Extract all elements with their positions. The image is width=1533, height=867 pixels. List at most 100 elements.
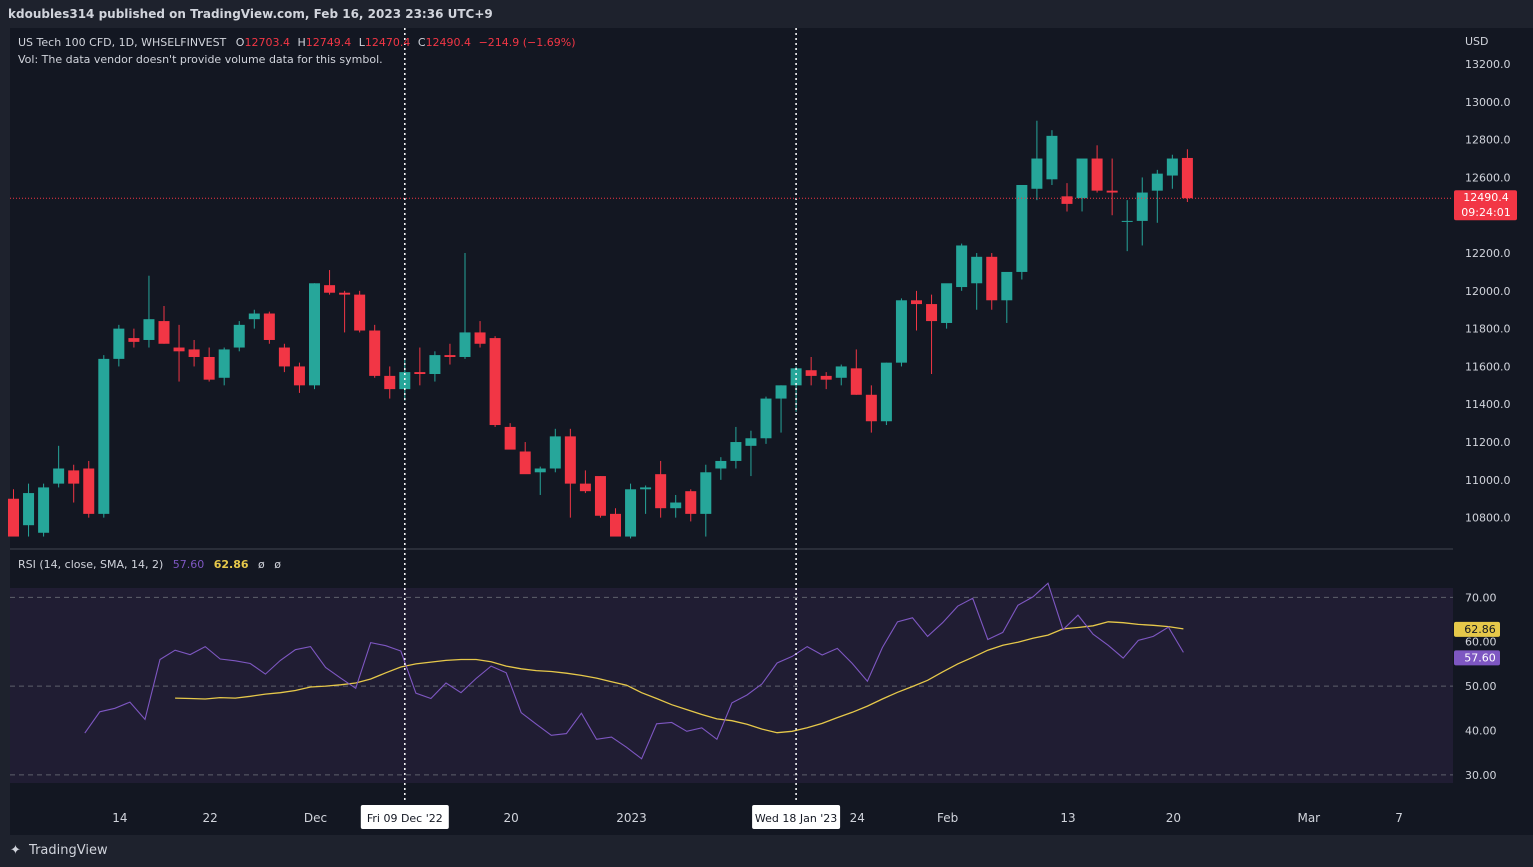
rsi-tick-label: 50.00	[1465, 680, 1497, 693]
candle-down	[263, 313, 275, 340]
candle-up	[143, 319, 155, 340]
candle-down	[594, 476, 606, 516]
rsi-tick-label: 30.00	[1465, 769, 1497, 782]
candle-up	[1031, 158, 1043, 189]
candle-up	[549, 436, 561, 469]
time-tick-label: 24	[850, 811, 865, 825]
rsi-band	[10, 588, 1453, 783]
candle-down	[158, 321, 170, 344]
crosshair-date-tag	[360, 805, 449, 829]
brand-name: TradingView	[29, 843, 108, 858]
candle-up	[956, 245, 968, 288]
price-tick-label: 12600.0	[1465, 171, 1511, 184]
candle-down	[8, 498, 19, 537]
candle-up	[1046, 135, 1058, 180]
crosshair-lines: Fri 09 Dec '22 Wed 18 Jan '23	[360, 28, 841, 829]
candle-up	[218, 349, 230, 378]
candle-down	[685, 491, 697, 514]
currency-label: USD	[1465, 35, 1489, 48]
publish-header: kdoubles314 published on TradingView.com…	[0, 0, 1533, 28]
sma-value-label: 62.86	[1464, 623, 1496, 636]
candle-down	[519, 451, 531, 475]
time-tick-label: 20	[1166, 811, 1181, 825]
rsi-value-tag	[1454, 650, 1500, 666]
candle-down	[926, 304, 938, 322]
time-tick-label: 13	[1060, 811, 1075, 825]
candle-up	[1121, 220, 1133, 222]
sma-value-tag	[1454, 621, 1500, 637]
last-price-tag	[1454, 190, 1517, 221]
candle-down	[1091, 158, 1103, 191]
price-tick-label: 12800.0	[1465, 134, 1511, 147]
time-tick-label: Dec	[304, 811, 327, 825]
rsi-line	[84, 582, 1184, 760]
candle-up	[1136, 192, 1148, 221]
candle-up	[745, 438, 757, 446]
candle-down	[1061, 196, 1073, 204]
candle-up	[309, 283, 320, 386]
price-tick-label: 12200.0	[1465, 247, 1511, 260]
candle-down	[354, 294, 366, 331]
time-tick-label: Feb	[937, 811, 958, 825]
candle-up	[233, 324, 245, 348]
candle-down	[339, 292, 351, 295]
candle-up	[459, 332, 471, 357]
sma-line	[175, 621, 1184, 734]
candle-up	[1151, 173, 1163, 191]
time-tick-label: Mar	[1297, 811, 1320, 825]
candle-up	[23, 493, 35, 526]
candle-down	[820, 375, 832, 380]
candle-down	[414, 372, 426, 374]
price-tick-label: 12000.0	[1465, 285, 1511, 298]
brand-footer[interactable]: ✦ TradingView	[0, 835, 1533, 867]
candle-down	[444, 355, 456, 357]
price-tick-label: 11200.0	[1465, 436, 1511, 449]
candle-down	[173, 347, 185, 352]
candle-up	[670, 502, 682, 509]
candle-up	[53, 468, 65, 484]
price-tick-label: 13200.0	[1465, 58, 1511, 71]
candle-up	[835, 366, 847, 378]
candle-down	[911, 300, 922, 305]
candle-up	[715, 460, 727, 469]
candle-up	[98, 358, 110, 514]
candle-up	[895, 300, 907, 363]
candle-down	[83, 468, 95, 514]
rsi-series	[84, 582, 1184, 760]
candle-down	[865, 394, 877, 422]
candle-down	[986, 256, 998, 301]
candle-up	[399, 372, 411, 390]
rsi-tick-label: 70.00	[1465, 591, 1497, 604]
candle-down	[68, 470, 80, 484]
candle-down	[564, 436, 576, 484]
candle-up	[760, 398, 772, 439]
candle-up	[640, 487, 652, 490]
candle-down	[203, 356, 215, 380]
time-tick-label: 7	[1395, 811, 1403, 825]
candle-down	[278, 347, 290, 367]
time-tick-label: 22	[203, 811, 218, 825]
candle-down	[369, 330, 381, 376]
candle-up	[625, 489, 637, 537]
rsi-tick-label: 60.00	[1465, 636, 1497, 649]
main-pane-bg	[10, 28, 1453, 548]
price-tick-label: 11000.0	[1465, 474, 1511, 487]
candle-down	[384, 375, 396, 390]
price-tick-label: 11600.0	[1465, 360, 1511, 373]
candle-up	[248, 313, 260, 320]
candle-down	[579, 483, 591, 492]
candle-down	[805, 370, 817, 376]
candle-up	[38, 487, 50, 533]
candle-up	[730, 442, 742, 461]
candle-up	[1166, 158, 1178, 176]
crosshair-date-label: Wed 18 Jan '23	[755, 812, 837, 825]
rsi-tick-label: 40.00	[1465, 724, 1497, 737]
candle-up	[941, 283, 953, 323]
candle-down	[474, 332, 486, 344]
candle-down	[655, 474, 667, 509]
candle-up	[429, 355, 441, 374]
candle-down	[1106, 190, 1118, 193]
price-tick-label: 13000.0	[1465, 96, 1511, 109]
rsi-legend: RSI (14, close, SMA, 14, 2) 57.60 62.86 …	[18, 558, 281, 571]
